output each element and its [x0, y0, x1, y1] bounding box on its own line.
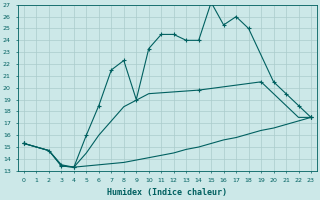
- X-axis label: Humidex (Indice chaleur): Humidex (Indice chaleur): [108, 188, 228, 197]
